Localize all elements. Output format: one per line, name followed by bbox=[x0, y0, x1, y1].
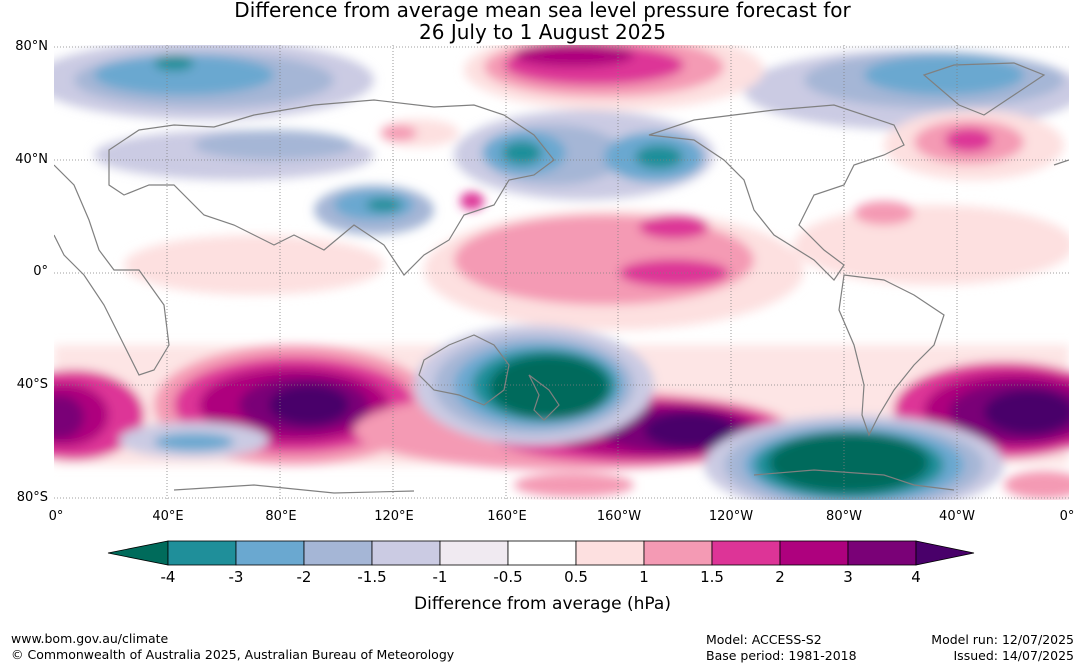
colorbar-tick-label: 3 bbox=[843, 568, 853, 586]
lon-label-80e: 80°E bbox=[265, 509, 297, 524]
footer-base-period: Base period: 1981-2018 bbox=[706, 648, 857, 663]
colorbar-segment bbox=[167, 540, 237, 566]
lat-label-80n: 80°N bbox=[15, 39, 48, 54]
anomaly-field bbox=[54, 45, 1069, 500]
colorbar-tick-label: 4 bbox=[911, 568, 921, 586]
lon-label-40w: 40°W bbox=[939, 509, 975, 524]
footer-issued: Issued: 14/07/2025 bbox=[953, 648, 1075, 663]
colorbar-segment bbox=[779, 540, 849, 566]
lon-label-0: 0° bbox=[48, 509, 64, 524]
chart-title-line-1: Difference from average mean sea level p… bbox=[234, 0, 851, 22]
lon-label-120w: 120°W bbox=[708, 509, 754, 524]
lat-label-40s: 40°S bbox=[16, 377, 48, 392]
colorbar-segment bbox=[575, 540, 645, 566]
lon-label-120e: 120°E bbox=[374, 509, 414, 524]
colorbar-segment bbox=[507, 540, 577, 566]
footer-model-run: Model run: 12/07/2025 bbox=[931, 632, 1074, 647]
map-panel bbox=[54, 45, 1069, 500]
colorbar-extend-high bbox=[915, 540, 975, 566]
colorbar-tick-label: 1 bbox=[639, 568, 649, 586]
colorbar-tick-label: -1 bbox=[432, 568, 448, 586]
colorbar-tick-label: -0.5 bbox=[493, 568, 523, 586]
lat-label-80s: 80°S bbox=[16, 490, 48, 505]
footer-website: www.bom.gov.au/climate bbox=[11, 631, 169, 646]
colorbar-segment bbox=[711, 540, 781, 566]
lon-label-160e: 160°E bbox=[487, 509, 527, 524]
colorbar-tick-label: -1.5 bbox=[357, 568, 387, 586]
graticule bbox=[54, 45, 1069, 500]
colorbar-segment bbox=[371, 540, 441, 566]
chart-title-line-2: 26 July to 1 August 2025 bbox=[419, 20, 666, 44]
colorbar-segment bbox=[847, 540, 917, 566]
coastlines bbox=[54, 62, 1069, 494]
colorbar-segment bbox=[303, 540, 373, 566]
colorbar-extend-low bbox=[107, 540, 169, 566]
colorbar-segment bbox=[439, 540, 509, 566]
colorbar-tick-label: 0.5 bbox=[564, 568, 588, 586]
lat-label-40n: 40°N bbox=[15, 152, 48, 167]
colorbar-title: Difference from average (hPa) bbox=[414, 594, 671, 614]
footer-copyright: © Commonwealth of Australia 2025, Austra… bbox=[11, 647, 455, 662]
anomaly-map bbox=[54, 45, 1069, 500]
colorbar-tick-label: -4 bbox=[160, 568, 176, 586]
colorbar bbox=[107, 540, 975, 566]
colorbar-tick-label: -3 bbox=[228, 568, 244, 586]
colorbar-segment bbox=[235, 540, 305, 566]
colorbar-segment bbox=[643, 540, 713, 566]
lon-label-0-east: 0° bbox=[1059, 509, 1075, 524]
lat-label-equator: 0° bbox=[33, 264, 48, 279]
lon-label-160w: 160°W bbox=[596, 509, 642, 524]
colorbar-tick-label: -2 bbox=[296, 568, 312, 586]
colorbar-tick-label: 2 bbox=[775, 568, 785, 586]
lon-label-40e: 40°E bbox=[152, 509, 184, 524]
lon-label-80w: 80°W bbox=[826, 509, 862, 524]
footer-model: Model: ACCESS-S2 bbox=[706, 632, 822, 647]
colorbar-tick-label: 1.5 bbox=[700, 568, 724, 586]
